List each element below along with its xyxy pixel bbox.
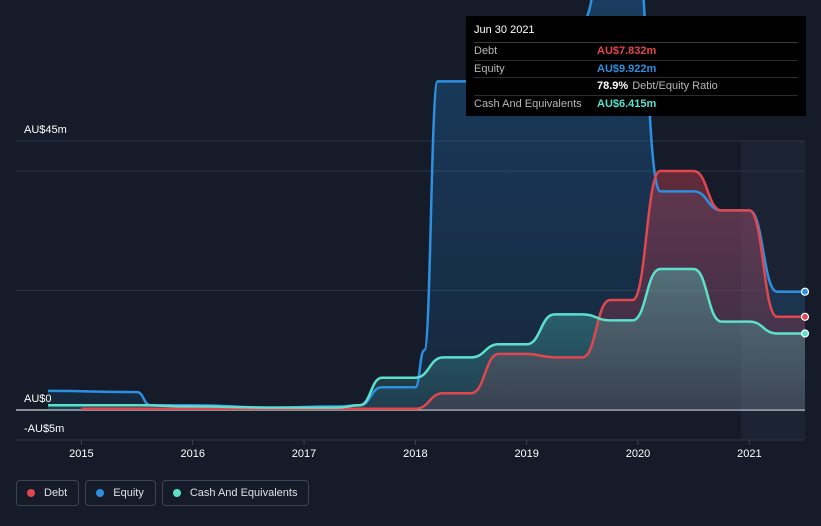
x-tick-label: 2018 xyxy=(403,448,427,460)
tooltip-cash-label: Cash And Equivalents xyxy=(474,97,582,110)
y-tick-zero-label: AU$0 xyxy=(24,393,52,405)
legend-debt-label: Debt xyxy=(44,487,68,499)
tooltip-date: Jun 30 2021 xyxy=(474,22,798,43)
x-tick-label: 2017 xyxy=(292,448,316,460)
tooltip-equity-row: Equity AU$9.922m xyxy=(474,61,798,78)
equity-dot-icon xyxy=(96,489,105,497)
debt-dot-icon xyxy=(27,489,35,497)
tooltip-equity-value: AU$9.922m xyxy=(597,62,657,75)
legend-cash-label: Cash And Equivalents xyxy=(189,487,298,499)
debt-end-marker xyxy=(800,312,810,321)
tooltip-equity-label: Equity xyxy=(474,62,505,75)
equity-end-marker xyxy=(800,287,810,296)
tooltip-ratio-row: 78.9% Debt/Equity Ratio xyxy=(474,78,798,96)
x-tick-label: 2020 xyxy=(626,448,650,460)
cash-line xyxy=(48,267,805,409)
tooltip-ratio-label: Debt/Equity Ratio xyxy=(632,80,718,92)
legend-item-equity[interactable]: Equity xyxy=(85,480,156,506)
tooltip-cash-row: Cash And Equivalents AU$6.415m xyxy=(474,96,798,113)
tooltip: Jun 30 2021 Debt AU$7.832m Equity AU$9.9… xyxy=(466,16,806,116)
legend: Debt Equity Cash And Equivalents xyxy=(16,480,310,508)
cash-end-marker xyxy=(800,329,810,338)
y-tick-top-label: AU$45m xyxy=(24,124,67,136)
cash-dot-icon xyxy=(172,489,181,497)
series-markers xyxy=(800,287,810,338)
x-tick-label: 2016 xyxy=(180,448,204,460)
x-tick-label: 2021 xyxy=(737,448,761,460)
tooltip-cash-value: AU$6.415m xyxy=(597,97,657,110)
legend-item-debt[interactable]: Debt xyxy=(16,480,80,506)
cash-area xyxy=(48,268,805,410)
legend-item-cash[interactable]: Cash And Equivalents xyxy=(161,480,310,506)
tooltip-debt-label: Debt xyxy=(474,45,498,57)
legend-equity-label: Equity xyxy=(113,487,144,499)
x-axis-ticks: 2015 2016 2017 2018 2019 2020 2021 xyxy=(69,440,762,460)
tooltip-debt-row: Debt AU$7.832m xyxy=(474,43,798,61)
debt-line xyxy=(81,169,805,411)
x-tick-label: 2019 xyxy=(514,448,538,460)
y-tick-bottom-label: -AU$5m xyxy=(24,423,64,435)
tooltip-debt-value: AU$7.832m xyxy=(597,45,657,57)
x-tick-label: 2015 xyxy=(69,448,93,460)
tooltip-ratio-value: 78.9% xyxy=(597,80,629,92)
